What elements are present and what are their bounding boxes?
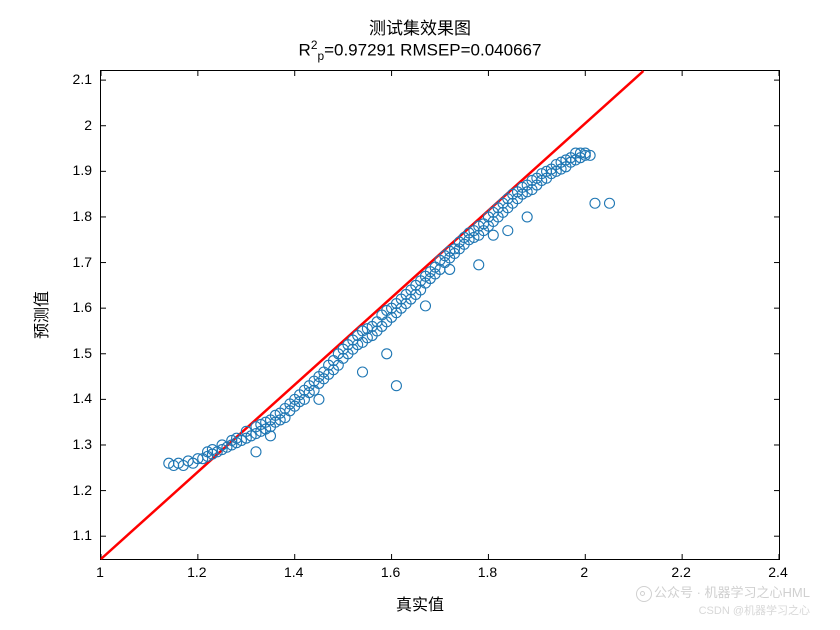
y-tick-label: 1.1 xyxy=(52,527,92,543)
x-tick-label: 2.4 xyxy=(768,564,787,580)
scatter-point xyxy=(503,226,513,236)
watermark1-text: 公众号 · 机器学习之心HML xyxy=(654,585,810,600)
identity-line xyxy=(101,71,643,559)
scatter-point xyxy=(605,198,615,208)
x-tick-label: 2.2 xyxy=(671,564,690,580)
watermark-wechat: 公众号 · 机器学习之心HML xyxy=(636,582,810,602)
y-tick-label: 1.6 xyxy=(52,299,92,315)
y-tick-label: 1.3 xyxy=(52,436,92,452)
chart-subtitle: R2p=0.97291 RMSEP=0.040667 xyxy=(0,38,840,63)
y-tick-label: 1.2 xyxy=(52,482,92,498)
scatter-point xyxy=(522,212,532,222)
x-tick-label: 1.2 xyxy=(187,564,206,580)
scatter-point xyxy=(358,367,368,377)
scatter-point xyxy=(251,447,261,457)
scatter-point xyxy=(266,431,276,441)
x-tick-label: 1.8 xyxy=(478,564,497,580)
scatter-point xyxy=(420,301,430,311)
y-axis-label: 预测值 xyxy=(28,291,52,339)
y-tick-label: 1.7 xyxy=(52,254,92,270)
scatter-point xyxy=(488,230,498,240)
y-tick-label: 1.4 xyxy=(52,390,92,406)
chart-container: 测试集效果图 R2p=0.97291 RMSEP=0.040667 真实值 预测… xyxy=(0,0,840,630)
scatter-point xyxy=(590,198,600,208)
watermark-csdn: CSDN @机器学习之心 xyxy=(699,602,810,618)
wechat-icon xyxy=(636,586,652,602)
scatter-point xyxy=(382,349,392,359)
scatter-point xyxy=(391,381,401,391)
chart-title: 测试集效果图 xyxy=(0,14,840,39)
y-axis-label-container: 预测值 xyxy=(30,0,50,630)
y-tick-label: 1.5 xyxy=(52,345,92,361)
x-tick-label: 1 xyxy=(96,564,104,580)
y-tick-label: 2 xyxy=(52,117,92,133)
y-tick-label: 1.8 xyxy=(52,208,92,224)
plot-area xyxy=(100,70,780,560)
x-tick-label: 1.4 xyxy=(284,564,303,580)
x-tick-label: 1.6 xyxy=(381,564,400,580)
scatter-point xyxy=(474,260,484,270)
y-tick-label: 2.1 xyxy=(52,71,92,87)
subtitle-r: R xyxy=(299,41,311,60)
y-tick-label: 1.9 xyxy=(52,162,92,178)
subtitle-rest: =0.97291 RMSEP=0.040667 xyxy=(324,41,541,60)
x-tick-label: 2 xyxy=(580,564,588,580)
scatter-point xyxy=(445,264,455,274)
scatter-point xyxy=(314,394,324,404)
plot-svg xyxy=(101,71,779,559)
